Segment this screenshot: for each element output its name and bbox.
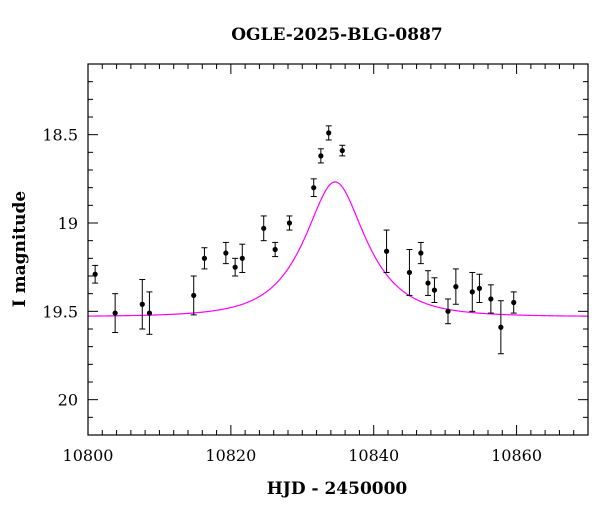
data-point (487, 284, 494, 314)
point-marker (445, 308, 451, 314)
data-point (452, 268, 459, 305)
point-marker (311, 185, 317, 191)
data-point (445, 298, 451, 325)
point-marker (383, 248, 390, 254)
x-axis-label: HJD - 2450000 (267, 479, 408, 499)
point-marker (318, 153, 324, 159)
data-point (497, 300, 504, 355)
y-tick-label: 20 (58, 391, 78, 410)
data-point (92, 264, 99, 284)
data-point (476, 273, 483, 303)
data-point (325, 125, 332, 141)
y-tick-label: 19 (58, 214, 78, 233)
data-point (431, 277, 438, 303)
data-point (286, 215, 293, 231)
data-point (112, 293, 119, 334)
data-point (146, 291, 153, 335)
point-marker (406, 269, 413, 276)
point-marker (339, 147, 345, 154)
point-marker (112, 310, 118, 316)
data-point (417, 241, 424, 265)
point-marker (286, 220, 293, 226)
data-point (317, 148, 324, 164)
model-curve (87, 181, 589, 317)
point-marker (511, 299, 517, 306)
data-point (310, 178, 317, 197)
point-marker (425, 280, 431, 286)
data-point (425, 270, 431, 296)
plot-frame (87, 63, 589, 436)
point-marker (488, 296, 494, 302)
data-point (139, 279, 146, 330)
point-marker (431, 287, 438, 293)
x-tick-label: 10800 (63, 446, 114, 465)
x-tick-label: 10820 (205, 446, 256, 465)
point-marker (272, 246, 278, 253)
point-marker (201, 255, 208, 261)
point-marker (476, 285, 483, 291)
point-marker (453, 284, 459, 290)
data-point (222, 241, 229, 265)
chart-title: OGLE-2025-BLG-0887 (231, 25, 443, 45)
point-marker (92, 271, 98, 277)
data-point (383, 229, 390, 273)
data-point (190, 275, 197, 316)
data-point (260, 215, 267, 242)
point-marker (239, 255, 245, 261)
point-marker (146, 310, 153, 316)
data-point (406, 249, 413, 296)
y-tick-label: 18.5 (42, 126, 78, 145)
point-marker (498, 324, 504, 330)
point-marker (223, 250, 229, 256)
data-point (201, 247, 208, 270)
point-marker (261, 225, 267, 231)
axis-ticks (87, 63, 589, 436)
point-marker (191, 292, 197, 299)
data-points (92, 125, 517, 355)
point-marker (326, 130, 332, 136)
x-tick-label: 10860 (491, 446, 542, 465)
point-marker (469, 289, 475, 295)
y-tick-label: 19.5 (42, 302, 78, 321)
y-axis-label: I magnitude (10, 191, 30, 308)
data-point (469, 271, 476, 312)
point-marker (139, 301, 145, 307)
data-point (339, 144, 346, 157)
x-tick-label: 10840 (348, 446, 399, 465)
data-point (272, 241, 279, 258)
data-point (239, 243, 246, 273)
tick-labels: 10800 10820 10840 10860 18.5 19 19.5 20 (42, 126, 542, 465)
data-point (232, 257, 239, 277)
data-point (510, 291, 517, 314)
point-marker (232, 264, 238, 270)
point-marker (418, 250, 424, 256)
